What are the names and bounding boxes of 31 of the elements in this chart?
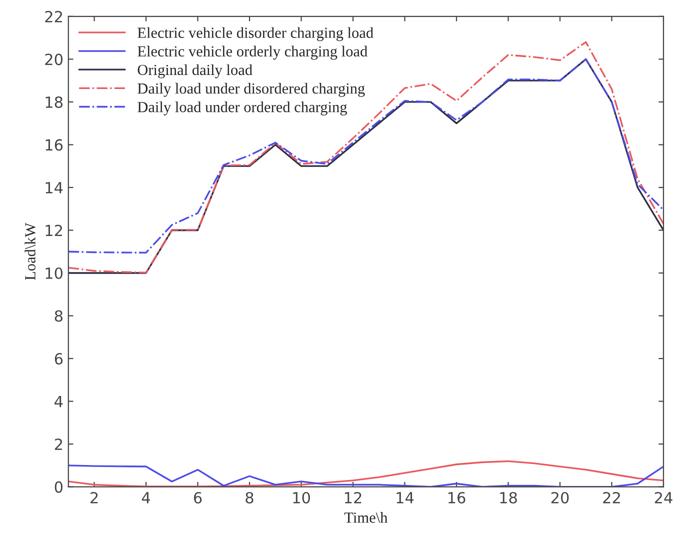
legend-label: Electric vehicle orderly charging load [138,46,368,60]
x-tick-label: 18 [500,492,517,504]
y-tick-label: 8 [54,310,62,322]
x-tick-label: 16 [448,492,466,504]
y-tick-label: 4 [54,396,63,408]
x-tick-label: 8 [246,492,254,504]
y-tick-label: 0 [54,481,63,493]
y-tick-label: 14 [46,182,63,194]
y-tick-label: 2 [54,438,62,450]
x-tick-label: 22 [603,492,620,504]
y-tick-label: 16 [46,139,63,151]
x-axis-title: Time\h [344,512,388,523]
x-tick-label: 6 [194,492,202,504]
legend-label: Daily load under ordered charging [138,101,348,116]
x-tick-label: 2 [90,492,98,504]
y-tick-label: 12 [46,224,62,236]
legend-label: Original daily load [138,64,252,78]
y-tick-label: 6 [54,353,63,365]
y-tick-label: 20 [45,54,63,66]
y-tick-label: 18 [46,96,62,108]
y-tick-label: 10 [46,267,63,280]
x-tick-label: 24 [654,492,672,504]
y-tick-label: 22 [45,10,62,22]
legend-label: Daily load under disordered charging [138,82,365,97]
x-tick-label: 12 [344,492,362,504]
x-tick-label: 20 [551,492,569,504]
y-axis-title: Load\kW [24,222,36,280]
legend-label: Electric vehicle disorder charging load [138,27,374,42]
x-tick-label: 14 [396,492,414,504]
x-tick-label: 10 [293,492,310,504]
x-tick-label: 4 [142,492,150,504]
